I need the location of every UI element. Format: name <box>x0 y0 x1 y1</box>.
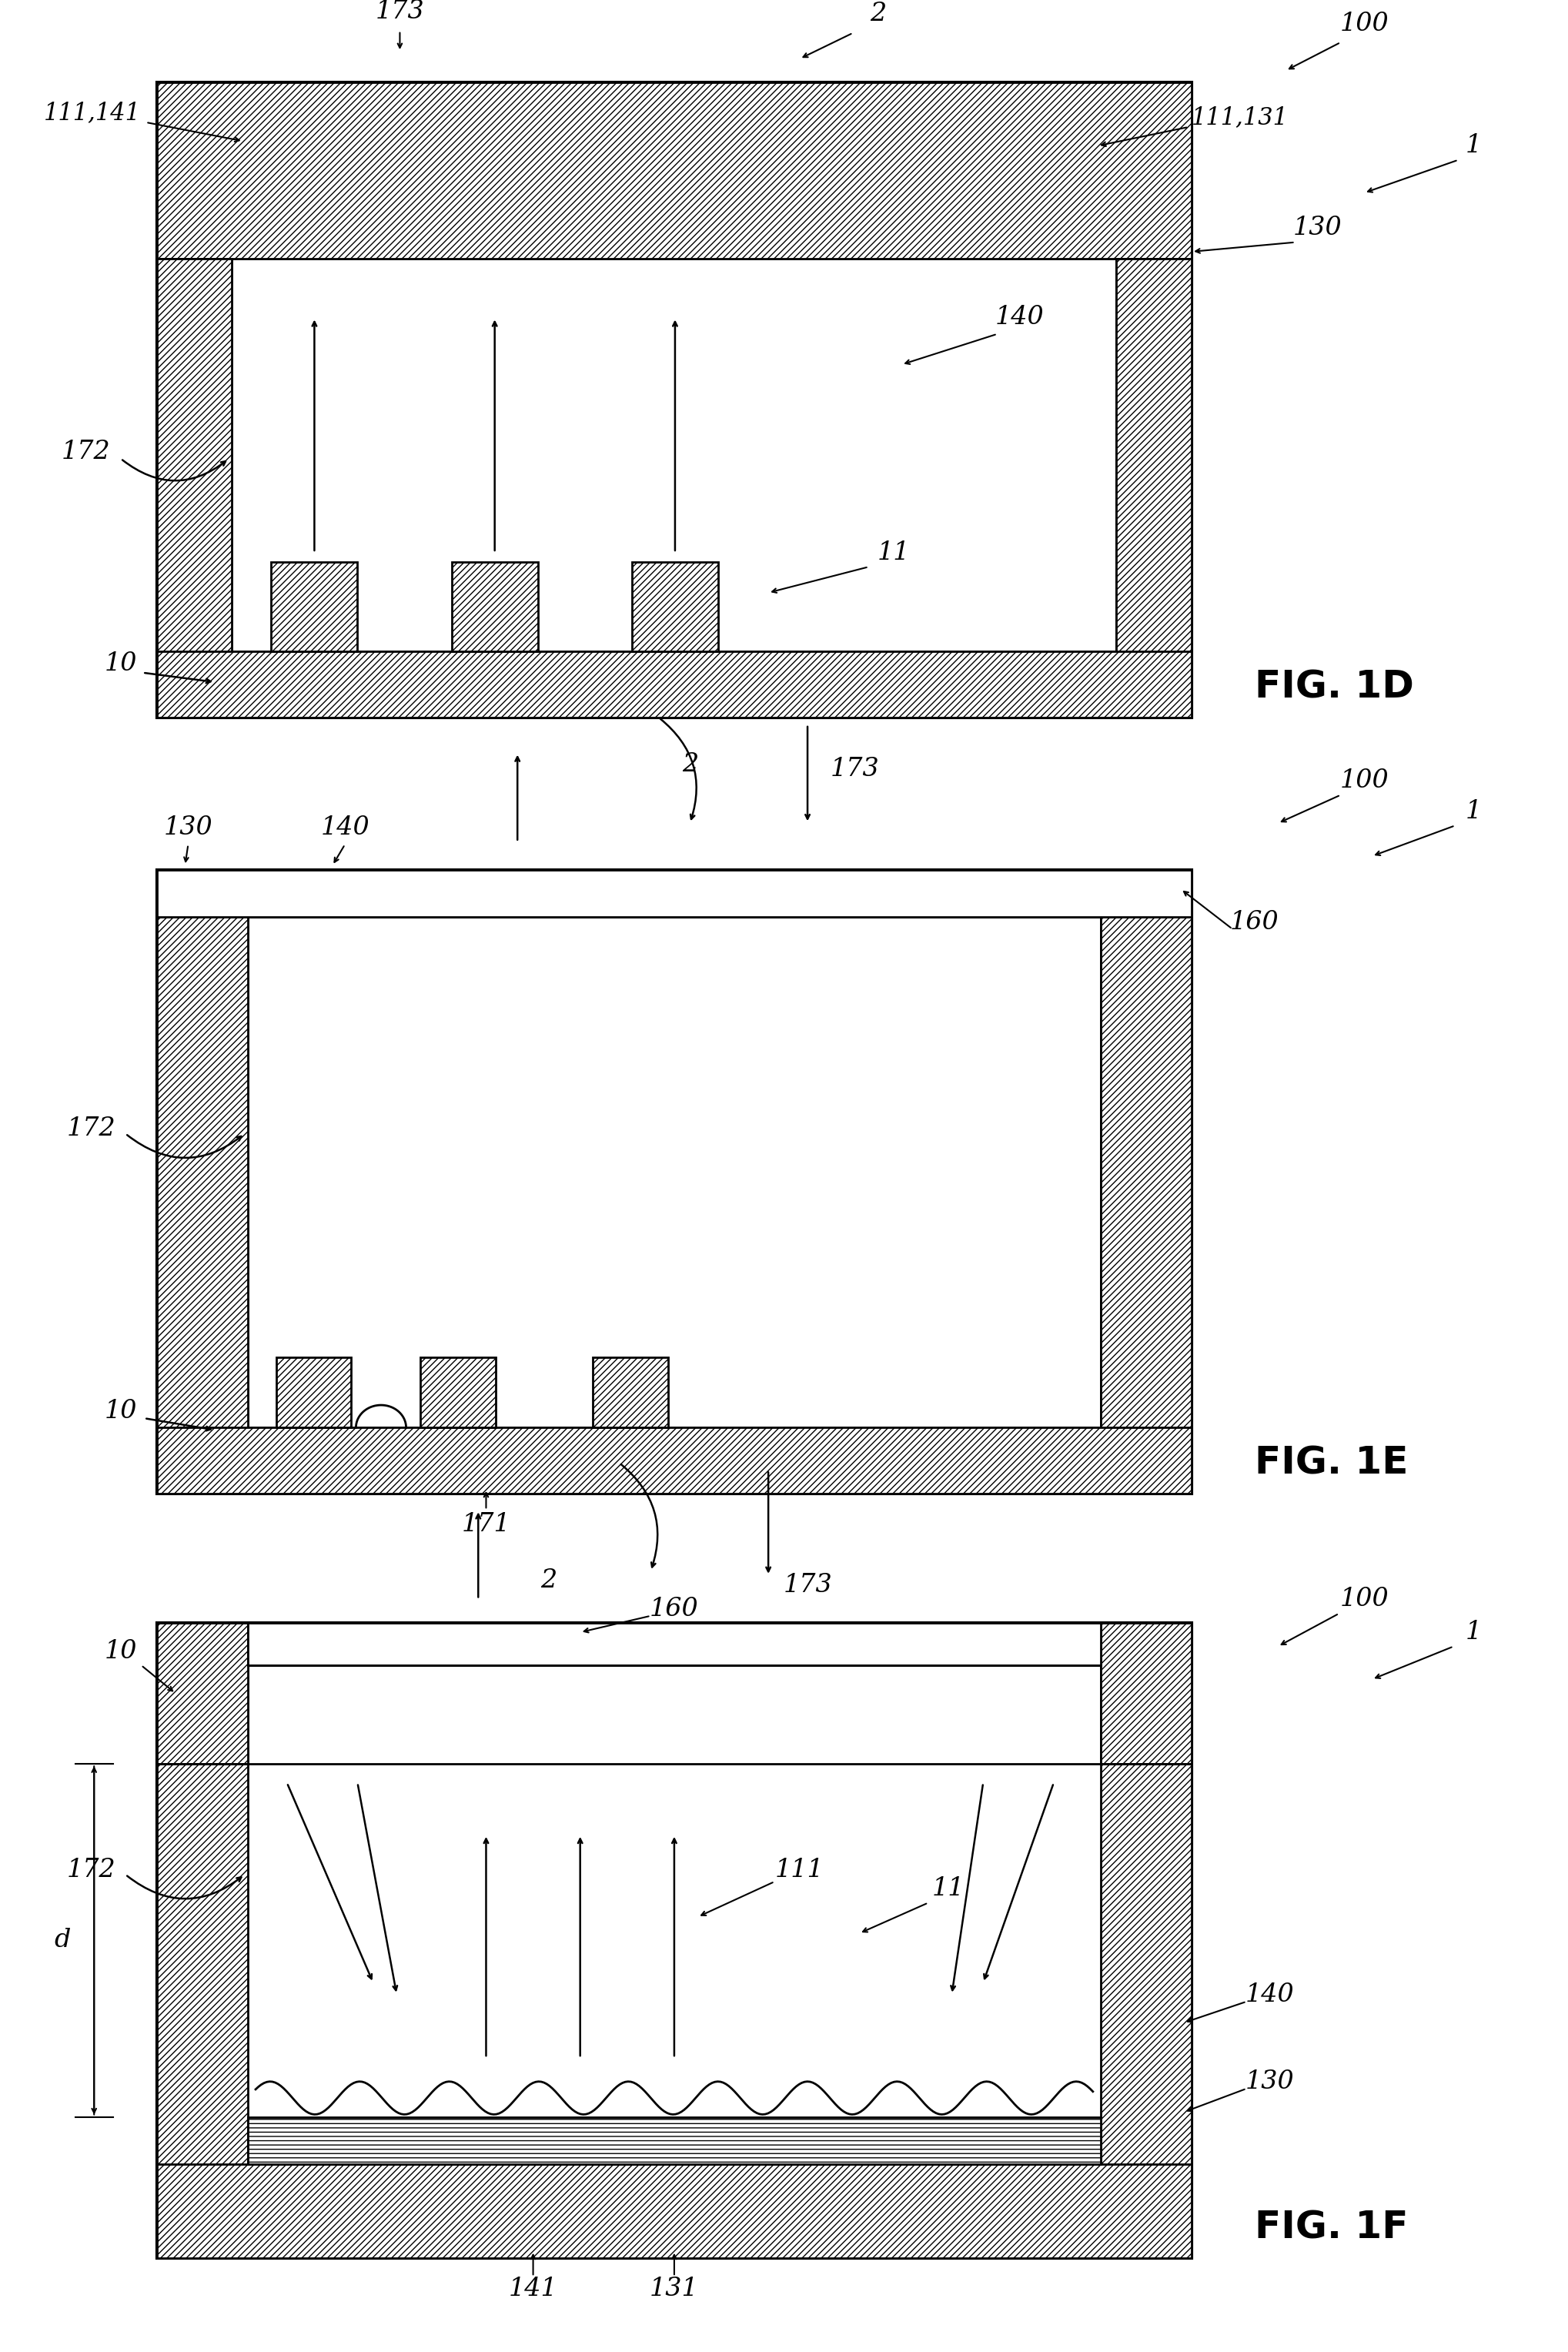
Bar <box>1116 259 1192 717</box>
Bar <box>157 870 1192 917</box>
Text: 1: 1 <box>1466 1621 1482 1644</box>
Text: 130: 130 <box>1245 2070 1295 2093</box>
Bar <box>157 82 1192 717</box>
Text: 2: 2 <box>541 1569 557 1592</box>
Text: 140: 140 <box>994 306 1044 329</box>
Bar <box>157 870 1192 1494</box>
Bar <box>1101 1623 1192 1764</box>
Text: 131: 131 <box>649 2277 699 2300</box>
Text: 130: 130 <box>1292 216 1342 240</box>
Bar <box>157 1623 248 1764</box>
Bar <box>157 870 248 1494</box>
Text: FIG. 1E: FIG. 1E <box>1254 1444 1408 1482</box>
Text: 1: 1 <box>1466 800 1482 823</box>
Text: 11: 11 <box>878 541 909 564</box>
Bar <box>248 917 1101 1428</box>
Text: 111: 111 <box>775 1858 825 1882</box>
Bar <box>157 259 232 717</box>
Text: 141: 141 <box>508 2277 558 2300</box>
Bar <box>157 1428 1192 1494</box>
Bar <box>157 82 1192 259</box>
Text: 173: 173 <box>829 757 880 781</box>
Text: 10: 10 <box>105 1399 136 1423</box>
Bar <box>157 1623 1192 2258</box>
Bar <box>157 2164 1192 2258</box>
Bar <box>157 1623 248 2258</box>
Text: 111,141: 111,141 <box>44 101 141 125</box>
Text: 172: 172 <box>66 1117 116 1141</box>
Text: 173: 173 <box>782 1573 833 1597</box>
Text: 10: 10 <box>105 652 136 675</box>
Text: 2: 2 <box>870 2 886 26</box>
Bar <box>1101 870 1192 1494</box>
Text: 10: 10 <box>105 1639 136 1663</box>
Text: 171: 171 <box>461 1512 511 1536</box>
Text: 172: 172 <box>66 1858 116 1882</box>
Text: 140: 140 <box>320 816 370 840</box>
Text: 111,131: 111,131 <box>1192 106 1289 129</box>
Text: FIG. 1F: FIG. 1F <box>1254 2209 1408 2246</box>
Text: 172: 172 <box>61 440 111 463</box>
Text: d: d <box>55 1929 71 1952</box>
Text: 11: 11 <box>933 1877 964 1900</box>
Bar <box>157 652 1192 717</box>
Bar <box>452 562 538 652</box>
Text: 140: 140 <box>1245 1983 1295 2006</box>
Bar <box>248 1623 1101 1665</box>
Text: 130: 130 <box>163 816 213 840</box>
Text: 173: 173 <box>375 0 425 24</box>
Bar <box>632 562 718 652</box>
Text: 160: 160 <box>1229 910 1279 934</box>
Bar <box>271 562 358 652</box>
Text: FIG. 1D: FIG. 1D <box>1254 668 1414 706</box>
Bar <box>232 259 1116 652</box>
Text: 100: 100 <box>1339 12 1389 35</box>
Text: 2: 2 <box>682 753 698 776</box>
Text: 1: 1 <box>1466 134 1482 158</box>
Bar <box>593 1357 668 1428</box>
Bar <box>248 2117 1101 2164</box>
Bar <box>1101 1623 1192 2258</box>
Text: 100: 100 <box>1339 769 1389 793</box>
Bar <box>248 1764 1101 2117</box>
Text: 100: 100 <box>1339 1588 1389 1611</box>
Bar <box>420 1357 495 1428</box>
Bar <box>276 1357 351 1428</box>
Text: 160: 160 <box>649 1597 699 1621</box>
